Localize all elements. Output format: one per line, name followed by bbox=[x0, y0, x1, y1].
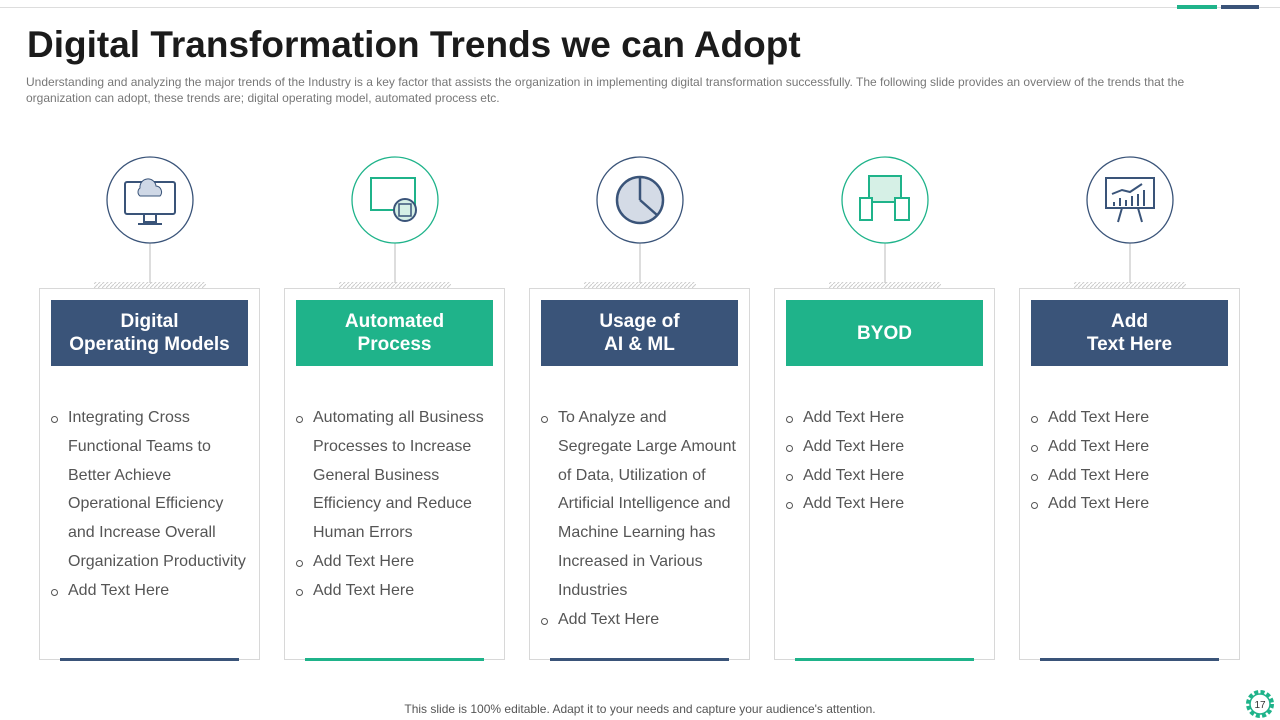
bullet-list: Add Text Here Add Text Here Add Text Here A… bbox=[1029, 404, 1229, 519]
bullet: Add Text Here bbox=[784, 433, 984, 462]
bullet: Add Text Here bbox=[49, 577, 249, 606]
card-heading: Add Text Here bbox=[1031, 300, 1228, 366]
heading-line: Text Here bbox=[1086, 334, 1173, 355]
bullet-list: To Analyze and Segregate Large Amount of… bbox=[539, 404, 739, 634]
subtitle: Understanding and analyzing the major tr… bbox=[26, 75, 1185, 105]
bullet: Add Text Here bbox=[1029, 462, 1229, 491]
heading-line: Process bbox=[357, 334, 432, 355]
bullet: Add Text Here bbox=[294, 577, 494, 606]
card-bar bbox=[60, 658, 239, 661]
icons bbox=[94, 156, 1186, 288]
card: Usage of AI & ML To Analyze and Segregate … bbox=[529, 288, 750, 661]
bullet-list: Automating all Business Processes to Inc… bbox=[294, 404, 494, 606]
heading-line: Automated bbox=[344, 311, 445, 332]
top-rule bbox=[0, 7, 1280, 8]
footer-note: This slide is 100% editable. Adapt it to… bbox=[404, 702, 876, 716]
card: BYOD Add Text Here Add Text Here Add Text H… bbox=[774, 288, 995, 661]
icon-4 bbox=[829, 156, 941, 288]
card: Automated Process Automating all Business … bbox=[284, 288, 505, 661]
heading-line: Digital bbox=[120, 311, 179, 332]
bullet: Add Text Here bbox=[1029, 433, 1229, 462]
bullet: Add Text Here bbox=[1029, 404, 1229, 433]
heading-line: AI & ML bbox=[604, 334, 675, 355]
page-number: 17 bbox=[1254, 700, 1266, 711]
card-heading: Usage of AI & ML bbox=[541, 300, 738, 366]
accent bbox=[1221, 5, 1259, 9]
bullet: Add Text Here bbox=[784, 404, 984, 433]
bullet-list: Add Text Here Add Text Here Add Text Here A… bbox=[784, 404, 984, 519]
card-heading: Automated Process bbox=[296, 300, 493, 366]
bullet: Add Text Here bbox=[294, 548, 494, 577]
card-bar bbox=[550, 658, 729, 661]
icon-1 bbox=[94, 156, 206, 288]
card: Digital Operating Models Integrating Cross… bbox=[39, 288, 260, 661]
bullet: To Analyze and Segregate Large Amount of… bbox=[539, 404, 739, 606]
icon-3 bbox=[584, 156, 696, 288]
heading-line: Add bbox=[1111, 311, 1148, 332]
card: Add Text Here Add Text Here Add Text Here Ad… bbox=[1019, 288, 1240, 661]
card-heading: BYOD bbox=[786, 300, 983, 366]
card-bar bbox=[795, 658, 974, 661]
title: Digital Transformation Trends we can Ado… bbox=[27, 24, 801, 65]
bullet: Add Text Here bbox=[784, 490, 984, 519]
heading-line: Operating Models bbox=[69, 334, 230, 355]
bullet: Automating all Business Processes to Inc… bbox=[294, 404, 494, 548]
icon-2 bbox=[339, 156, 451, 288]
card-bar bbox=[1040, 658, 1219, 661]
bullet: Add Text Here bbox=[784, 462, 984, 491]
heading-line: Usage of bbox=[599, 311, 680, 332]
accent bbox=[1177, 5, 1217, 9]
heading-line: BYOD bbox=[857, 322, 912, 344]
page-badge: 17 bbox=[1246, 690, 1274, 718]
card-heading: Digital Operating Models bbox=[51, 300, 248, 366]
bullet: Add Text Here bbox=[1029, 490, 1229, 519]
card-bar bbox=[305, 658, 484, 661]
bullet: Integrating Cross Functional Teams to Be… bbox=[49, 404, 249, 577]
bullet-list: Integrating Cross Functional Teams to Be… bbox=[49, 404, 249, 606]
bullet: Add Text Here bbox=[539, 606, 739, 635]
icon-5 bbox=[1074, 156, 1186, 288]
